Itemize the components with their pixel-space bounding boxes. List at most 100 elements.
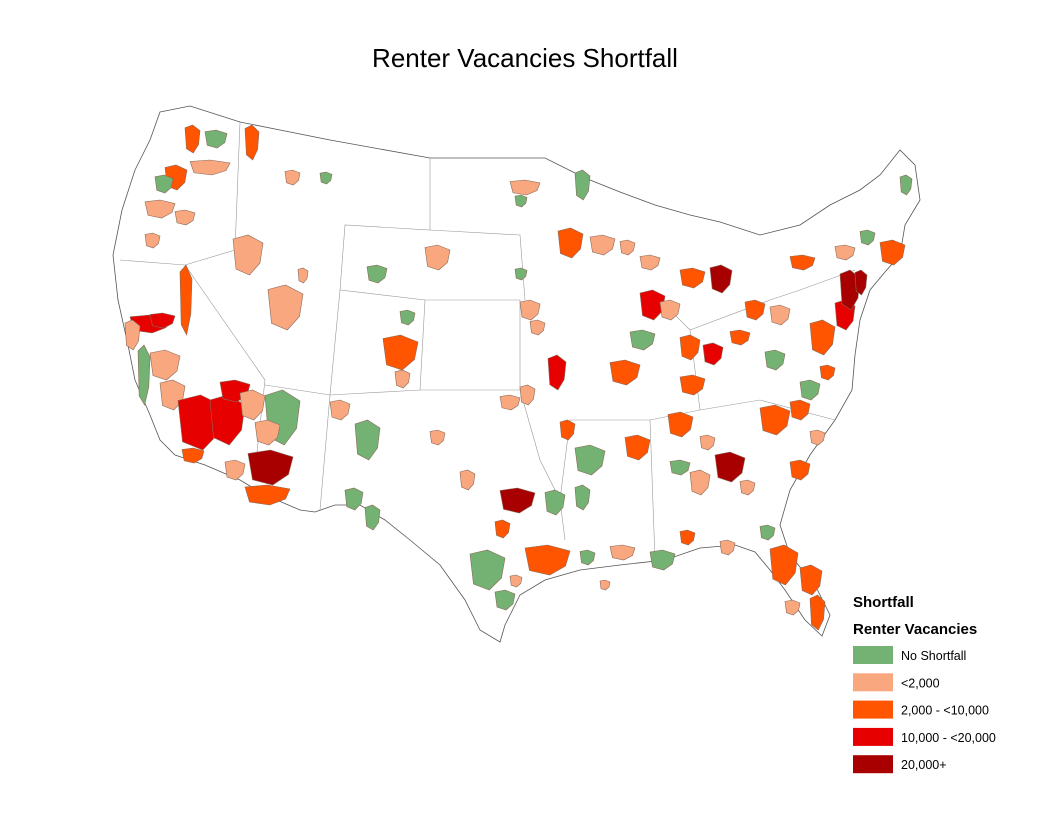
metro-area	[769, 544, 799, 586]
metro-area	[366, 264, 388, 284]
metro-area	[859, 229, 876, 246]
legend-swatch	[853, 673, 893, 692]
metro-area	[619, 239, 636, 256]
metro-area	[519, 299, 541, 321]
metro-area	[429, 429, 446, 446]
metro-area	[524, 544, 571, 576]
legend-label: 2,000 - <10,000	[901, 704, 989, 718]
metro-area	[514, 267, 528, 281]
metro-area	[629, 329, 656, 351]
metro-area	[247, 449, 294, 486]
metro-area	[679, 267, 706, 289]
metro-area	[679, 374, 706, 396]
metro-area	[599, 579, 611, 591]
legend-subtitle: Renter Vacancies	[853, 621, 977, 638]
metro-area	[879, 239, 906, 266]
legend-swatch	[853, 646, 893, 664]
metro-area	[739, 479, 756, 496]
metro-area	[224, 459, 246, 481]
metro-area	[719, 539, 736, 556]
metro-area	[267, 284, 304, 331]
metro-area	[499, 394, 521, 411]
legend-swatch	[853, 700, 893, 719]
metro-area	[382, 334, 419, 371]
metro-area	[579, 549, 596, 566]
metro-area	[179, 264, 193, 336]
legend-label: No Shortfall	[901, 649, 966, 663]
metro-area	[509, 179, 541, 196]
metro-area	[284, 169, 301, 186]
metro-area	[149, 312, 176, 329]
metro-area	[799, 379, 821, 401]
metro-area	[244, 484, 291, 506]
metro-area	[574, 444, 606, 476]
metro-area	[204, 129, 228, 149]
metro-area	[809, 594, 826, 631]
metro-area	[789, 399, 811, 421]
metro-area	[809, 429, 826, 446]
metro-area	[689, 469, 711, 496]
legend-label: 10,000 - <20,000	[901, 731, 996, 745]
metro-area	[819, 364, 836, 381]
metro-area	[559, 419, 576, 441]
metro-area	[667, 411, 694, 438]
metro-area	[839, 269, 861, 311]
metro-area	[744, 299, 766, 321]
metro-area	[639, 254, 661, 271]
metro-area	[239, 389, 266, 421]
metro-area	[529, 319, 546, 336]
metro-area	[232, 234, 264, 276]
metro-area	[702, 342, 724, 366]
metro-area	[574, 169, 591, 201]
metro-area	[144, 199, 176, 219]
metro-area	[494, 519, 511, 539]
metro-area	[144, 232, 161, 249]
metro-area	[519, 384, 536, 406]
metro-area	[799, 564, 823, 596]
metro-area	[759, 404, 791, 436]
metro-area	[854, 269, 868, 296]
metro-area	[624, 434, 651, 461]
legend-swatch	[853, 755, 893, 774]
metro-area	[557, 227, 584, 259]
metro-area	[459, 469, 476, 491]
metro-area	[547, 354, 567, 391]
metro-area	[499, 487, 536, 514]
legend-title: Shortfall	[853, 594, 914, 611]
metro-area	[709, 264, 733, 294]
metro-area	[789, 459, 811, 481]
metro-area	[659, 299, 681, 321]
metro-area	[329, 399, 351, 421]
metro-area	[509, 574, 523, 588]
metro-area	[494, 589, 516, 611]
metro-area	[729, 329, 751, 346]
metro-area	[124, 319, 141, 351]
metro-area	[244, 124, 260, 161]
metro-area	[424, 244, 451, 271]
metro-area	[764, 349, 786, 371]
metro-area	[899, 174, 913, 196]
metro-area	[319, 171, 333, 185]
map-title: Renter Vacancies Shortfall	[372, 43, 678, 73]
metro-area	[189, 159, 231, 176]
metro-area	[394, 369, 411, 389]
metro-area	[174, 209, 196, 226]
metro-area	[669, 459, 691, 476]
metro-area	[184, 124, 201, 154]
metro-area	[254, 419, 281, 446]
metro-area	[679, 334, 701, 361]
metro-areas	[124, 124, 913, 631]
metro-area	[364, 504, 381, 531]
metro-area	[137, 344, 151, 406]
metro-area	[699, 434, 716, 451]
metro-area	[154, 174, 174, 194]
metro-area	[649, 549, 676, 571]
metro-area	[354, 419, 381, 461]
metro-area	[784, 599, 801, 616]
metro-area	[344, 487, 364, 511]
metro-area	[834, 244, 856, 261]
metro-area	[789, 254, 816, 271]
legend-swatch	[853, 727, 893, 746]
